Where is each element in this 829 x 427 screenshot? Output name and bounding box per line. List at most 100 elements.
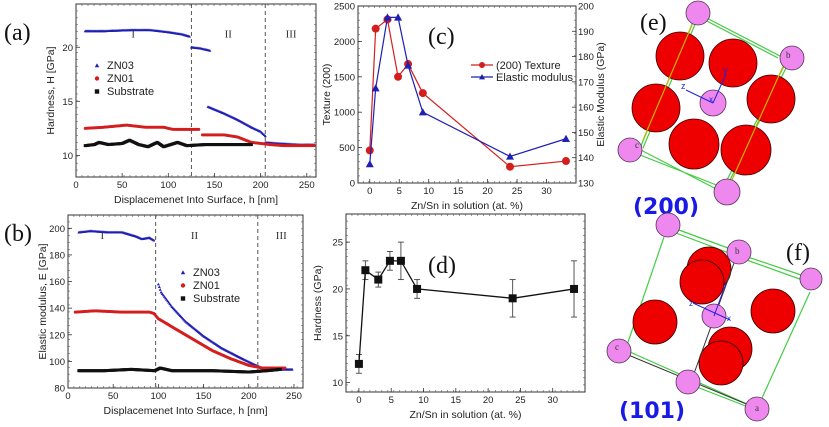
y-axis-label: Hardness (GPa): [312, 265, 324, 341]
y-tick-label: 120: [49, 330, 65, 341]
x-tick-label: 10: [423, 186, 434, 197]
plot-frame: [357, 5, 577, 184]
x-tick-label: 5: [389, 395, 394, 406]
x-tick-label: 0: [73, 180, 78, 191]
y-axis-label: Hardness, H [GPa]: [45, 46, 57, 134]
data-point: [354, 359, 363, 368]
legend-label: ZN01: [193, 280, 220, 292]
red-atoms-f: [632, 246, 796, 386]
x-tick-label: 30: [547, 395, 558, 406]
data-point: [371, 84, 380, 92]
y-right-tick-label: 140: [578, 153, 594, 164]
data-point: [152, 238, 156, 242]
data-point: [418, 108, 427, 116]
crystal-structure-200: (e): [617, 0, 805, 220]
series-line: [358, 260, 575, 364]
legend-label: ZN03: [107, 60, 134, 72]
legend-marker: [479, 74, 485, 80]
x-tick-label: 250: [299, 180, 315, 191]
legend-label: ZN01: [107, 73, 134, 85]
data-point: [404, 61, 413, 69]
region-label: II: [191, 230, 199, 242]
data-point: [156, 282, 160, 286]
data-point: [165, 298, 169, 301]
series-line: [369, 16, 567, 165]
crystal-axes-f: z x: [689, 282, 731, 323]
series-elastic-modulus: [365, 13, 570, 168]
y-right-axis-label: Elastic Modulus (GPa): [595, 42, 607, 146]
data-point: [383, 13, 392, 21]
data-point: [169, 303, 173, 307]
panel-label-a: (a): [4, 20, 31, 46]
y-tick-label: 1000: [334, 108, 355, 119]
data-point: [365, 146, 374, 155]
corner-label-c: c: [635, 140, 639, 150]
data-point: [162, 295, 166, 298]
corner-label-b: b: [786, 50, 791, 60]
data-point: [160, 292, 164, 295]
x-tick-label: 25: [515, 395, 526, 406]
x-tick-label: 20: [483, 395, 494, 406]
y-right-tick-label: 130: [578, 179, 594, 190]
legend-marker: [180, 296, 186, 301]
y-tick-label: 20: [62, 43, 73, 54]
legend-marker: [180, 283, 186, 288]
y-tick-label: 100: [49, 357, 65, 368]
x-tick-label: 15: [453, 186, 464, 197]
data-point: [361, 266, 370, 275]
x-tick-label: 0: [65, 391, 70, 402]
y-right-tick-label: 190: [578, 27, 594, 38]
region-label: III: [286, 29, 297, 41]
data-point: [371, 24, 380, 33]
y-tick-label: 15: [332, 331, 343, 342]
legend-label: Substrate: [107, 86, 154, 98]
y-tick-label: 180: [49, 250, 65, 261]
region-label: I: [101, 230, 105, 242]
legend-marker: [94, 89, 100, 94]
data-point: [418, 89, 427, 98]
data-point: [290, 367, 294, 371]
x-tick-label: 100: [160, 180, 176, 191]
x-tick-label: 50: [117, 180, 128, 191]
legend-marker: [180, 270, 186, 275]
x-tick-label: 200: [241, 391, 257, 402]
axis-label-x-f: x: [727, 314, 731, 323]
data-point: [396, 256, 405, 265]
y-tick-label: 10: [332, 378, 343, 389]
x-tick-label: 150: [196, 391, 212, 402]
data-point: [570, 284, 579, 293]
pink-atoms: [617, 0, 805, 206]
y-tick-label: 160: [49, 277, 65, 288]
data-point: [208, 48, 212, 52]
y-tick-label: 25: [332, 238, 343, 249]
y-tick-label: 10: [62, 151, 73, 162]
data-point: [188, 34, 192, 38]
data-point: [167, 300, 171, 304]
y-tick-label: 2500: [334, 2, 355, 13]
x-tick-label: 15: [451, 395, 462, 406]
series-substrate: [83, 138, 253, 149]
panel-label-d: (d): [428, 253, 456, 279]
data-point: [197, 127, 201, 131]
data-point: [561, 134, 570, 142]
x-tick-label: 30: [541, 186, 552, 197]
legend-label: (200) Texture: [496, 60, 561, 72]
x-tick-label: 100: [150, 391, 166, 402]
legend-marker: [479, 62, 485, 68]
panel-label-b: (b): [4, 221, 32, 247]
data-point: [283, 366, 287, 370]
legend-label: Elastic modulus: [496, 72, 574, 84]
chart-modulus-vs-displacement: 0 50 100 150 200 250 80 100 120 140 160 180 200 Displ…: [37, 214, 304, 417]
plane-label-101: (101): [619, 399, 685, 424]
y-right-tick-label: 200: [578, 2, 594, 13]
x-axis-label: Displacemenet Into Surface, h [nm]: [104, 405, 268, 417]
y-tick-label: 0: [350, 179, 355, 190]
chart-texture-and-modulus-vs-zn: 0 5 10 15 20 25 30 0 500 1000 1500 2000 2500 Zn/Sn in…: [321, 2, 607, 213]
chart-hardness-vs-zn: 0 5 10 15 20 25 30 10 15 20 25 Zn/Sn in solution (a…: [312, 213, 586, 421]
y-tick-label: 15: [62, 97, 73, 108]
corner-label-a-f: a: [755, 403, 759, 413]
data-point: [168, 302, 172, 306]
x-tick-label: 50: [108, 391, 119, 402]
